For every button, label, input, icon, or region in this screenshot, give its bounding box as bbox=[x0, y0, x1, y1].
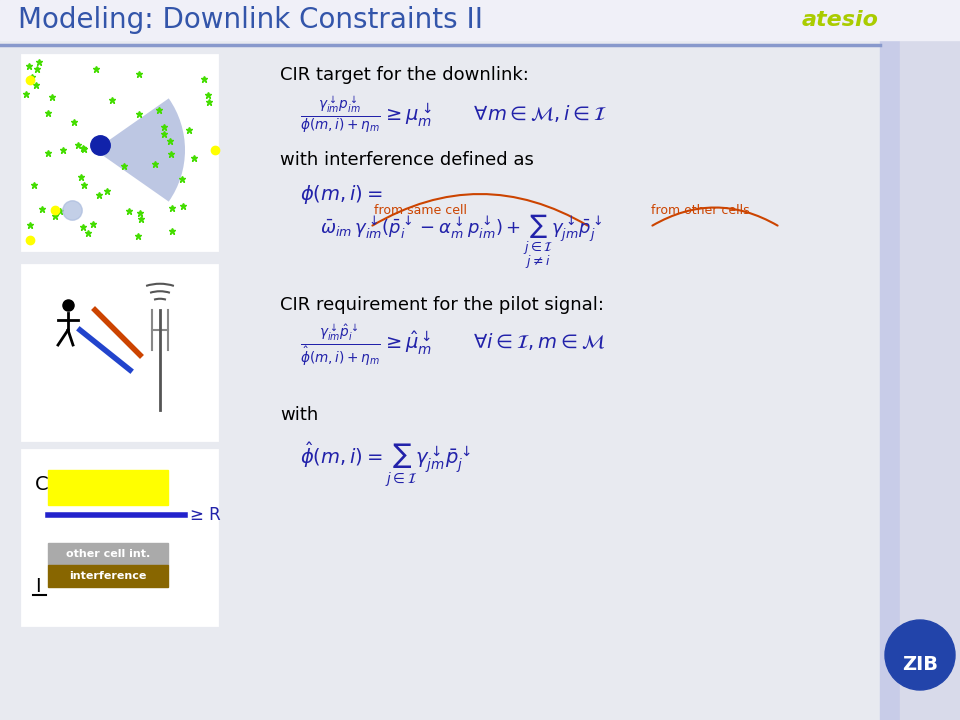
Text: $\frac{\gamma_{im}^{\downarrow} p_{im}^{\downarrow}}{\phi(m,i) + \eta_m} \geq \m: $\frac{\gamma_{im}^{\downarrow} p_{im}^{… bbox=[300, 94, 607, 135]
Text: $\hat{\phi}(m,i) = \sum_{j \in \mathcal{I}} \gamma_{jm}^{\downarrow} \bar{p}_j^{: $\hat{\phi}(m,i) = \sum_{j \in \mathcal{… bbox=[300, 441, 470, 489]
Text: $\frac{\gamma_{im}^{\downarrow} \hat{p}_i^{\downarrow}}{\hat{\phi}(m,i) + \eta_m: $\frac{\gamma_{im}^{\downarrow} \hat{p}_… bbox=[300, 322, 605, 368]
Bar bbox=[0, 0, 960, 40]
Text: from other cells: from other cells bbox=[651, 204, 750, 217]
Text: CIR requirement for the pilot signal:: CIR requirement for the pilot signal: bbox=[280, 296, 604, 314]
Text: ≥ R: ≥ R bbox=[190, 506, 221, 524]
Text: $\bar{\omega}_{im}\,\gamma_{im}^{\downarrow}(\bar{p}_i^{\downarrow} - \alpha_m^{: $\bar{\omega}_{im}\,\gamma_{im}^{\downar… bbox=[320, 212, 603, 271]
Text: atesio: atesio bbox=[802, 10, 878, 30]
Text: $\phi(m,i) =$: $\phi(m,i) =$ bbox=[300, 184, 383, 207]
Circle shape bbox=[885, 620, 955, 690]
Bar bbox=[48, 470, 168, 505]
Text: I: I bbox=[35, 577, 40, 596]
Text: from same cell: from same cell bbox=[373, 204, 467, 217]
Bar bbox=[22, 55, 217, 250]
Bar bbox=[48, 565, 168, 587]
Bar bbox=[900, 0, 960, 720]
Text: ZIB: ZIB bbox=[902, 655, 938, 675]
Wedge shape bbox=[95, 99, 185, 202]
Bar bbox=[880, 0, 960, 720]
Bar bbox=[22, 450, 217, 625]
Text: CIR target for the downlink:: CIR target for the downlink: bbox=[280, 66, 529, 84]
Bar bbox=[22, 265, 217, 440]
Text: C: C bbox=[35, 475, 49, 495]
Text: interference: interference bbox=[69, 571, 147, 581]
Text: with: with bbox=[280, 406, 319, 424]
Text: other cell int.: other cell int. bbox=[66, 549, 150, 559]
Text: with interference defined as: with interference defined as bbox=[280, 151, 534, 169]
Text: Modeling: Downlink Constraints II: Modeling: Downlink Constraints II bbox=[18, 6, 483, 34]
Bar bbox=[48, 543, 168, 565]
